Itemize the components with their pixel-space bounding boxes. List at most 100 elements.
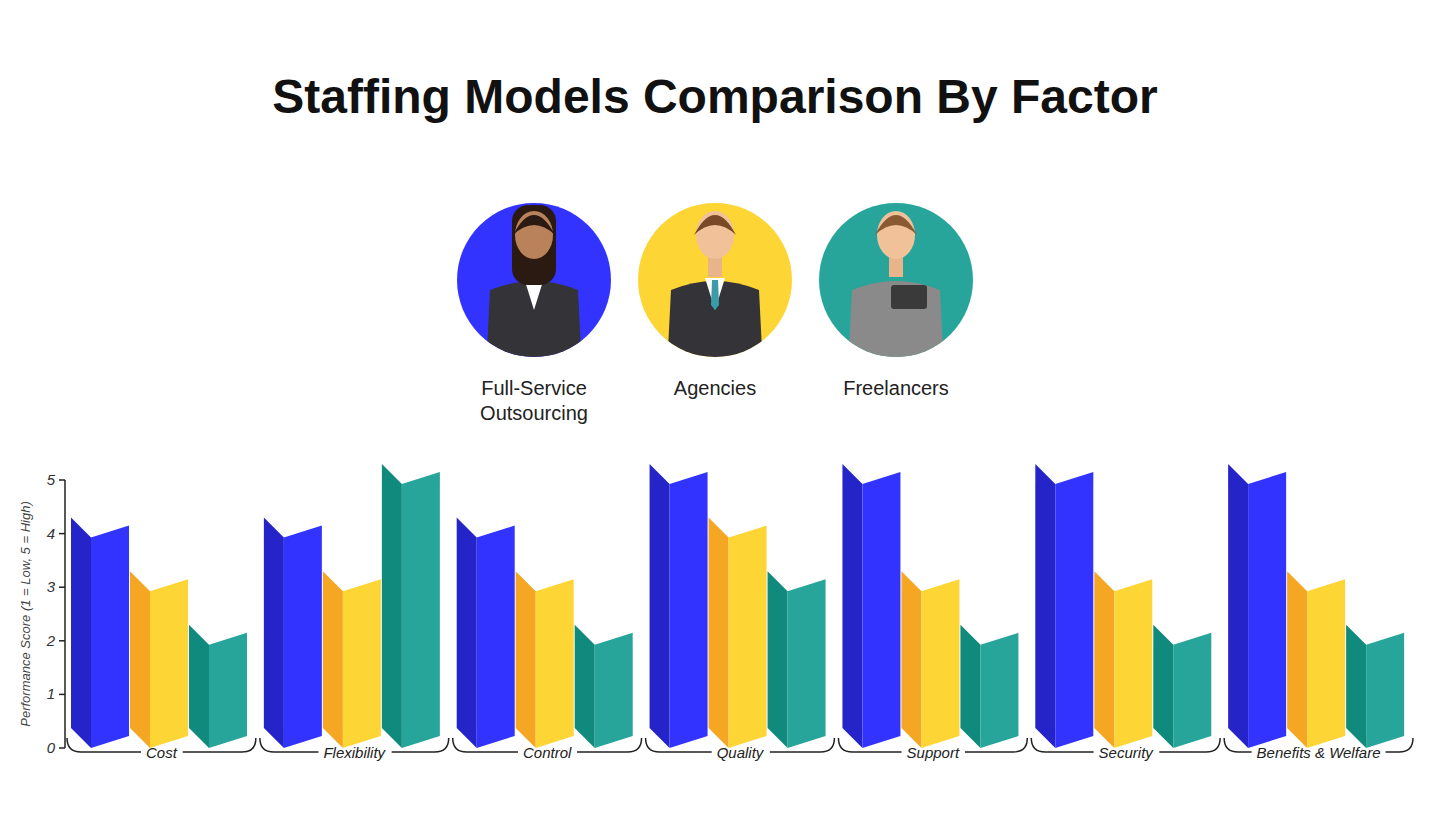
- avatar-hair-top: [875, 215, 917, 235]
- bar: [709, 518, 767, 748]
- bar: [842, 464, 900, 748]
- bar-side: [323, 571, 343, 748]
- bar: [264, 518, 322, 748]
- bars: [71, 464, 1404, 748]
- bar-front: [1173, 633, 1211, 748]
- bar: [1346, 625, 1404, 748]
- avatar-tablet: [891, 285, 927, 309]
- legend-item: Freelancers: [819, 203, 973, 399]
- bar-side: [709, 518, 729, 748]
- bar-side: [1228, 464, 1248, 748]
- bar-front: [595, 633, 633, 748]
- avatar-body: [848, 281, 944, 370]
- bar-front: [1248, 472, 1286, 748]
- bar-side: [901, 571, 921, 748]
- legend-label: Freelancers: [843, 377, 949, 399]
- legend-label: Full-Service Outsourcing: [480, 377, 588, 424]
- category-bracket: [577, 738, 642, 752]
- legend-label-line: Outsourcing: [480, 402, 588, 424]
- bar-front: [1114, 579, 1152, 748]
- bar: [457, 518, 515, 748]
- bar-side: [650, 464, 670, 748]
- avatar-hair-top: [513, 215, 555, 235]
- bar: [960, 625, 1018, 748]
- category-bracket: [1031, 738, 1093, 752]
- category-bracket: [770, 738, 835, 752]
- y-axis-line: [64, 480, 66, 748]
- bar: [71, 518, 129, 748]
- y-tick-label: 0: [47, 739, 56, 756]
- y-tick-label: 3: [47, 578, 56, 595]
- title: Staffing Models Comparison By Factor: [272, 70, 1157, 123]
- bar: [650, 464, 708, 748]
- legend-item: Agencies: [638, 203, 792, 399]
- category-bracket: [838, 738, 901, 752]
- bar-side: [71, 518, 91, 748]
- bar: [1287, 571, 1345, 748]
- chart: Staffing Models Comparison By Factor Full…: [0, 0, 1430, 823]
- legend-label: Agencies: [674, 377, 756, 399]
- bar: [768, 571, 826, 748]
- bar-side: [842, 464, 862, 748]
- bar: [1094, 571, 1152, 748]
- bar-front: [980, 633, 1018, 748]
- bar-front: [343, 579, 381, 748]
- bar-side: [1287, 571, 1307, 748]
- y-tick-label: 4: [47, 525, 55, 542]
- y-tick: [59, 586, 65, 588]
- bar-side: [768, 571, 788, 748]
- x-tick-label: Cost: [146, 744, 178, 761]
- category-bracket: [646, 738, 712, 752]
- bar: [901, 571, 959, 748]
- bar-front: [1055, 472, 1093, 748]
- avatar: [667, 211, 763, 370]
- bar-side: [1346, 625, 1366, 748]
- x-tick-label: Security: [1099, 744, 1155, 761]
- bar-front: [150, 579, 188, 748]
- bar-front: [402, 472, 440, 748]
- bar-front: [1366, 633, 1404, 748]
- bar: [130, 571, 188, 748]
- y-tick-label: 5: [47, 471, 56, 488]
- bar-front: [788, 579, 826, 748]
- bar-side: [382, 464, 402, 748]
- avatar: [848, 211, 944, 370]
- avatar-hair: [512, 205, 556, 285]
- bar-side: [457, 518, 477, 748]
- bar-side: [516, 571, 536, 748]
- category-bracket: [1386, 738, 1413, 752]
- bar: [323, 571, 381, 748]
- x-tick-label: Quality: [717, 744, 765, 761]
- y-tick: [59, 533, 65, 535]
- bar-front: [1307, 579, 1345, 748]
- legend-label-line: Freelancers: [843, 377, 949, 399]
- legend-label-line: Full-Service: [481, 377, 587, 399]
- bar-side: [1153, 625, 1173, 748]
- y-tick-label: 1: [47, 685, 55, 702]
- bar-front: [729, 526, 767, 748]
- category-bracket: [453, 738, 518, 752]
- y-tick-label: 2: [46, 632, 56, 649]
- bar-side: [960, 625, 980, 748]
- bar-side: [1094, 571, 1114, 748]
- category-bracket: [1224, 738, 1251, 752]
- x-tick-label: Support: [907, 744, 960, 761]
- avatar: [486, 205, 582, 370]
- avatar-hair-top: [694, 215, 736, 235]
- bar-front: [862, 472, 900, 748]
- bar-front: [91, 526, 129, 748]
- bar: [516, 571, 574, 748]
- bar: [1228, 464, 1286, 748]
- bar-front: [477, 526, 515, 748]
- y-tick: [59, 747, 65, 749]
- category-bracket: [1159, 738, 1220, 752]
- category-bracket: [183, 738, 256, 752]
- bar-front: [209, 633, 247, 748]
- bar-side: [130, 571, 150, 748]
- bar-front: [284, 526, 322, 748]
- bar-front: [921, 579, 959, 748]
- bar-front: [536, 579, 574, 748]
- x-tick-label: Flexibility: [323, 744, 386, 761]
- bar-side: [575, 625, 595, 748]
- category-bracket: [67, 738, 141, 752]
